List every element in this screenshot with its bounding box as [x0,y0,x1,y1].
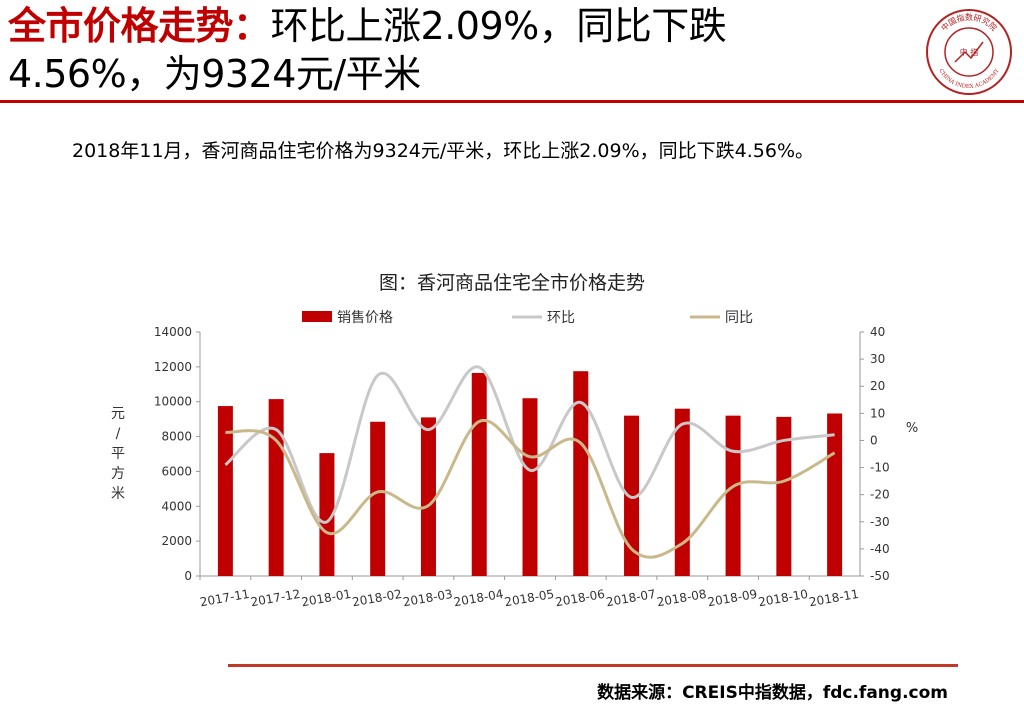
bar-price [217,406,233,576]
y-tick-label-left: 6000 [161,464,192,478]
chart-title: 图：香河商品住宅全市价格走势 [378,272,645,294]
x-tick-label: 2018-04 [453,587,505,609]
legend-price-label: 销售价格 [337,310,393,326]
y-tick-label-left: 12000 [154,360,192,374]
bar-price [776,416,792,576]
y-axis-label-right: % [906,421,918,436]
summary-text: 2018年11月，香河商品住宅价格为9324元/平米，环比上涨2.09%，同比下… [72,140,815,162]
y-tick-label-right: -10 [870,461,890,475]
line-yoy [225,418,836,559]
y-axis-label-char: 元 [111,406,125,422]
x-tick-label: 2018-03 [402,587,454,609]
legend-yoy-label: 同比 [725,310,753,326]
logo-trend-icon [954,41,984,63]
price-trend-chart: 0 2000 4000 6000 8000 10000 12000 14000 -50 -40 -3… [111,310,918,609]
y-tick-label-left: 0 [184,569,192,583]
y-axis-label-char: / [116,426,121,442]
y-tick-label-left: 10000 [154,395,192,409]
x-tick-label: 2018-07 [605,587,657,609]
page-title: 全市价格走势：环比上涨2.09%，同比下跌 4.56%，为9324元/平米 [8,2,908,98]
x-tick-label: 2018-02 [351,587,403,609]
legend-price-swatch [302,311,332,322]
x-tick-label: 2018-08 [656,587,708,609]
bar-price [471,372,487,576]
x-tick-label: 2018-10 [757,587,809,609]
y-tick-label-right: -50 [870,569,890,583]
china-index-academy-logo: 中国指数研究院 CHINA INDEX ACADEMY 中 指 [926,9,1012,95]
legend-mom-label: 环比 [547,310,575,326]
title-line1-rest: 环比上涨2.09%，同比下跌 [270,4,727,48]
x-tick-label: 2018-05 [503,587,555,609]
bar-price [319,453,335,576]
y-tick-label-right: 0 [870,433,878,447]
logo-center-text: 中 指 [960,47,979,57]
y-tick-label-left: 4000 [161,499,192,513]
footer-divider [228,664,958,667]
x-tick-label: 2017-12 [250,587,302,609]
data-source: 数据来源：CREIS中指数据，fdc.fang.com [597,683,948,703]
y-tick-label-left: 8000 [161,430,192,444]
bar-price [522,398,538,576]
bar-price [725,415,741,576]
y-tick-label-right: 10 [870,406,885,420]
bar-price [268,399,284,576]
x-tick-label: 2017-11 [199,587,251,609]
bar-price [573,371,589,576]
bar-price [674,408,690,576]
y-tick-label-right: 20 [870,379,885,393]
y-tick-label-right: -20 [870,488,890,502]
y-tick-label-left: 14000 [154,325,192,339]
title-line2: 4.56%，为9324元/平米 [8,52,421,96]
y-tick-label-right: 30 [870,352,885,366]
x-tick-label: 2018-09 [706,587,758,609]
title-highlight: 全市价格走势： [8,4,271,48]
y-axis-label-char: 米 [111,486,125,502]
y-tick-label-right: -40 [870,542,890,556]
title-divider [0,100,1024,103]
y-tick-label-right: 40 [870,325,885,339]
bar-price [420,417,436,576]
x-tick-label: 2018-01 [300,587,352,609]
y-axis-label-char: 平 [111,446,125,462]
x-tick-label: 2018-11 [808,587,860,609]
y-axis-label-char: 方 [111,466,125,482]
y-tick-label-left: 2000 [161,534,192,548]
bar-price [370,421,386,576]
bar-price [827,413,843,576]
bar-price [624,415,640,576]
x-tick-label: 2018-06 [554,587,606,609]
y-tick-label-right: -30 [870,515,890,529]
